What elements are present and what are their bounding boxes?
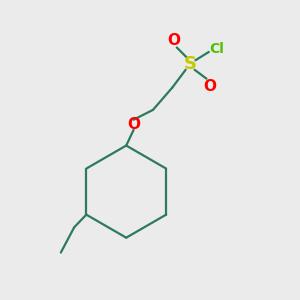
Text: O: O — [203, 79, 216, 94]
Text: Cl: Cl — [209, 42, 224, 56]
Text: S: S — [184, 55, 196, 73]
Text: O: O — [127, 117, 140, 132]
Text: O: O — [167, 32, 180, 47]
